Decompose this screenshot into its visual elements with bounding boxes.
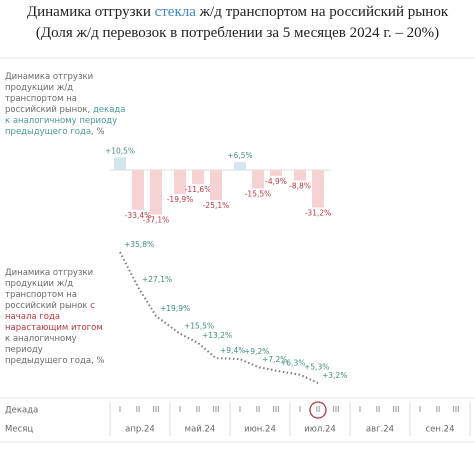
decade-label: III	[393, 405, 400, 414]
bar-chart-label: Динамика отгрузки продукции ж/д транспор…	[5, 72, 130, 138]
month-label: май.24	[185, 425, 216, 435]
label-highlight: декада к аналогичному периоду предыдущег…	[5, 105, 126, 137]
bar	[174, 170, 186, 194]
title-text: Динамика отгрузки	[26, 4, 151, 20]
decade-label: I	[419, 405, 421, 414]
value-label: +13,2%	[202, 331, 232, 340]
month-axis-title: Месяц	[5, 425, 33, 435]
month-label: авг.24	[366, 425, 394, 435]
decade-label: II	[436, 405, 440, 414]
value-label: +5,3%	[304, 363, 329, 372]
value-label: -33,4%	[125, 211, 152, 220]
value-label: +3,2%	[322, 371, 347, 380]
value-label: +9,4%	[220, 346, 245, 355]
label-text: к аналогичному периоду предыдущего года,…	[5, 334, 105, 366]
decade-label: II	[316, 405, 320, 414]
title-highlight: стекла	[154, 4, 196, 20]
decade-label: III	[453, 405, 460, 414]
title-text: ж/д транспортом на российский рынок	[199, 4, 449, 20]
value-label: +10,5%	[105, 146, 135, 155]
month-label: апр.24	[125, 425, 155, 435]
bar	[192, 170, 204, 184]
value-label: +6,5%	[227, 151, 252, 160]
decade-label: I	[179, 405, 181, 414]
decade-axis-title: Декада	[5, 406, 38, 416]
value-label: +6,3%	[280, 359, 305, 368]
decade-label: II	[196, 405, 200, 414]
decade-label: II	[256, 405, 260, 414]
bar	[234, 162, 246, 170]
label-text: Динамика отгрузки продукции ж/д транспор…	[5, 268, 94, 311]
current-decade-marker	[309, 401, 327, 419]
value-label: -31,2%	[305, 208, 332, 217]
bar	[294, 170, 306, 181]
label-text: , %	[91, 127, 105, 137]
decade-label: III	[153, 405, 160, 414]
decade-label: III	[333, 405, 340, 414]
label-text: Динамика отгрузки продукции ж/д транспор…	[5, 72, 94, 115]
value-label: -4,9%	[265, 177, 287, 186]
bar	[132, 170, 144, 211]
value-label: +9,2%	[244, 347, 269, 356]
bar	[312, 170, 324, 208]
bar	[114, 157, 126, 170]
decade-label: III	[213, 405, 220, 414]
decade-label: II	[136, 405, 140, 414]
bar	[270, 170, 282, 176]
value-label: -11,6%	[185, 185, 212, 194]
value-label: -19,9%	[167, 195, 194, 204]
decade-label: I	[119, 405, 121, 414]
value-label: -25,1%	[203, 201, 230, 210]
value-label: +19,9%	[160, 304, 190, 313]
decade-label: II	[376, 405, 380, 414]
decade-label: III	[273, 405, 280, 414]
bar	[150, 170, 162, 215]
month-label: июл.24	[304, 425, 336, 435]
month-label: июн.24	[244, 425, 276, 435]
value-label: +7,2%	[262, 355, 287, 364]
label-highlight: с начала года нарастающим итогом	[5, 301, 103, 333]
decade-label: I	[299, 405, 301, 414]
value-label: +15,5%	[184, 322, 214, 331]
value-label: -15,5%	[245, 190, 272, 199]
decade-label: I	[239, 405, 241, 414]
line-chart-label: Динамика отгрузки продукции ж/д транспор…	[5, 268, 105, 367]
value-label: +35,8%	[124, 240, 154, 249]
line	[119, 251, 319, 385]
value-label: -37,1%	[143, 216, 170, 225]
value-label: +27,1%	[142, 275, 172, 284]
bar	[252, 170, 264, 189]
value-label: -8,8%	[289, 182, 311, 191]
bar	[210, 170, 222, 201]
subtitle: (Доля ж/д перевозок в потреблении за 5 м…	[35, 25, 440, 41]
decade-label: I	[359, 405, 361, 414]
title: Динамика отгрузки стекла ж/д транспортом…	[0, 4, 475, 21]
month-label: сен.24	[426, 425, 455, 435]
